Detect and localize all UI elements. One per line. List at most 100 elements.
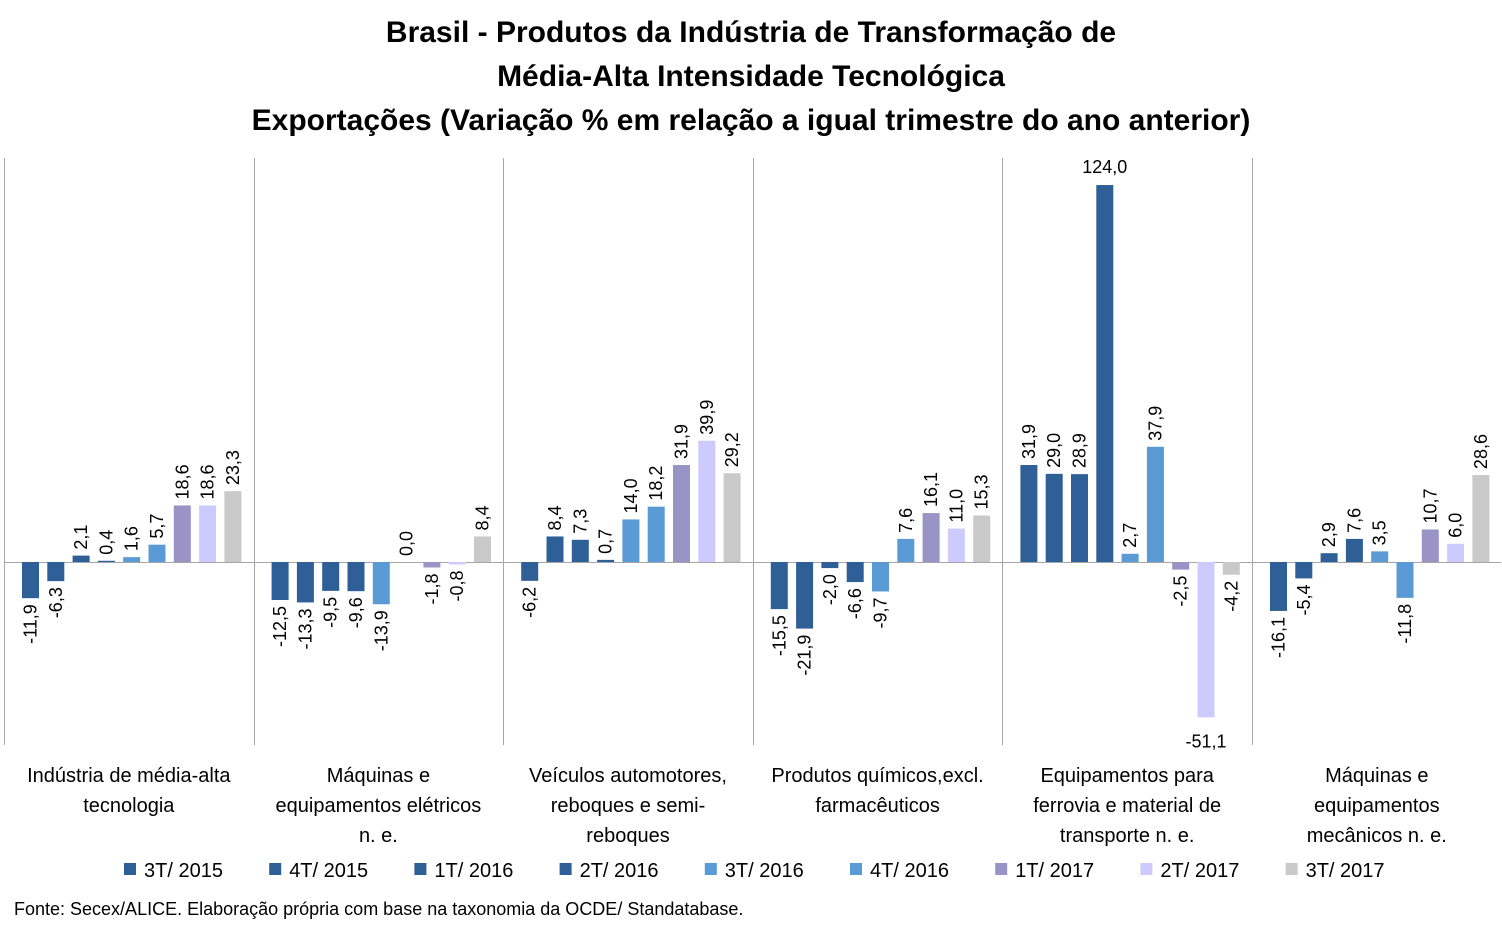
legend-swatch <box>414 863 427 875</box>
bar <box>123 557 141 562</box>
bar <box>72 555 90 562</box>
data-label: 37,9 <box>1145 406 1165 441</box>
legend-label: 4T/ 2016 <box>870 860 949 882</box>
category-separators <box>4 158 1253 745</box>
data-label: 0,7 <box>596 529 616 554</box>
category-label: Veículos automotores, <box>529 765 727 787</box>
category-labels: Indústria de média-alta tecnologia Máquina… <box>27 765 1447 847</box>
bar <box>47 562 65 582</box>
bar <box>1421 529 1439 562</box>
bar <box>1447 543 1465 562</box>
bar <box>1071 474 1088 562</box>
category-label: mecânicos n. e. <box>1307 825 1447 847</box>
bar <box>372 562 390 605</box>
data-label: -13,3 <box>295 608 315 649</box>
bar <box>173 505 191 562</box>
data-label: 18,6 <box>172 464 192 499</box>
legend-swatch <box>995 863 1008 875</box>
bar <box>22 562 39 599</box>
data-label: 2,1 <box>71 525 91 550</box>
legend: 3T/ 2015 4T/ 2015 1T/ 2016 2T/ 2016 3T/ 2016… <box>124 860 1385 882</box>
bar <box>1172 562 1190 570</box>
bars <box>22 185 1490 718</box>
legend-label: 4T/ 2015 <box>289 860 368 882</box>
bar <box>199 505 217 562</box>
legend-label: 3T/ 2017 <box>1306 860 1385 882</box>
bar <box>546 536 564 562</box>
category-label: Equipamentos para <box>1040 765 1214 787</box>
bar <box>1396 562 1414 598</box>
bar <box>1096 185 1114 563</box>
data-label: -51,1 <box>1185 731 1226 751</box>
data-label: 10,7 <box>1420 488 1440 523</box>
data-label: 2,9 <box>1319 522 1339 547</box>
data-label: 29,2 <box>722 432 742 467</box>
data-label: -13,9 <box>371 610 391 651</box>
bar <box>846 562 864 583</box>
data-label: 7,6 <box>896 508 916 533</box>
data-label: 11,0 <box>946 489 966 523</box>
bar <box>474 536 491 562</box>
bar <box>1345 538 1363 562</box>
bar <box>897 538 915 562</box>
data-label: -11,9 <box>21 604 41 644</box>
legend-label: 3T/ 2015 <box>144 860 223 882</box>
data-label: 23,3 <box>223 450 243 485</box>
category-label: Produtos químicos,excl. <box>771 765 983 787</box>
category-label: reboques e semi- <box>551 795 706 817</box>
data-label: -12,5 <box>270 606 290 647</box>
data-label: -0,8 <box>447 570 467 601</box>
category-label: transporte n. e. <box>1060 825 1195 847</box>
data-label: -2,0 <box>820 574 840 605</box>
data-label: 6,0 <box>1446 513 1466 538</box>
bar <box>597 559 615 562</box>
chart-title-line: Média-Alta Intensidade Tecnológica <box>497 60 1005 93</box>
bar <box>224 491 242 562</box>
data-label: 16,1 <box>921 472 941 507</box>
legend-swatch <box>559 863 572 875</box>
data-label: 14,0 <box>621 478 641 513</box>
data-label: 2,7 <box>1120 523 1140 548</box>
chart-title-line: Brasil - Produtos da Indústria de Transf… <box>386 16 1116 49</box>
category-label: reboques <box>586 825 669 847</box>
data-label: 0,0 <box>397 531 417 556</box>
data-labels: -11,9-6,32,1 0,4 1,6 5,718,6 18,6 23,3-12,5 -1… <box>21 157 1491 751</box>
bar <box>1371 551 1389 562</box>
bar <box>1146 446 1164 562</box>
legend-swatch <box>1140 863 1153 875</box>
bar <box>1197 562 1215 718</box>
category-label: ferrovia e material de <box>1033 795 1221 817</box>
data-label: -6,2 <box>520 587 540 618</box>
data-label: -11,8 <box>1395 604 1415 644</box>
bar <box>973 515 991 562</box>
data-label: 0,4 <box>96 530 116 555</box>
data-label: -9,7 <box>871 597 891 628</box>
data-label: 7,3 <box>570 509 590 534</box>
data-label: -15,5 <box>769 615 789 656</box>
source-note: Fonte: Secex/ALICE. Elaboração própria c… <box>14 899 743 919</box>
data-label: -16,1 <box>1269 617 1289 658</box>
data-label: 31,9 <box>672 424 692 459</box>
bar <box>148 544 166 562</box>
legend-label: 1T/ 2017 <box>1015 860 1094 882</box>
data-label: 7,6 <box>1344 508 1364 533</box>
bar <box>872 562 889 592</box>
data-label: 28,6 <box>1471 434 1491 469</box>
data-label: -6,3 <box>46 587 66 618</box>
data-label: 8,4 <box>473 505 493 530</box>
data-label: 18,2 <box>646 466 666 501</box>
legend-label: 2T/ 2017 <box>1160 860 1239 882</box>
legend-swatch <box>269 863 282 875</box>
bar <box>97 560 115 562</box>
data-label: 39,9 <box>697 400 717 435</box>
data-label: 31,9 <box>1019 424 1039 459</box>
bar <box>322 562 340 591</box>
bar <box>723 473 741 562</box>
data-label: 28,9 <box>1070 433 1090 468</box>
data-label: -5,4 <box>1294 584 1314 615</box>
data-label: -1,8 <box>422 573 442 604</box>
bar <box>796 562 814 629</box>
legend-label: 1T/ 2016 <box>434 860 513 882</box>
legend-swatch <box>1285 863 1298 875</box>
